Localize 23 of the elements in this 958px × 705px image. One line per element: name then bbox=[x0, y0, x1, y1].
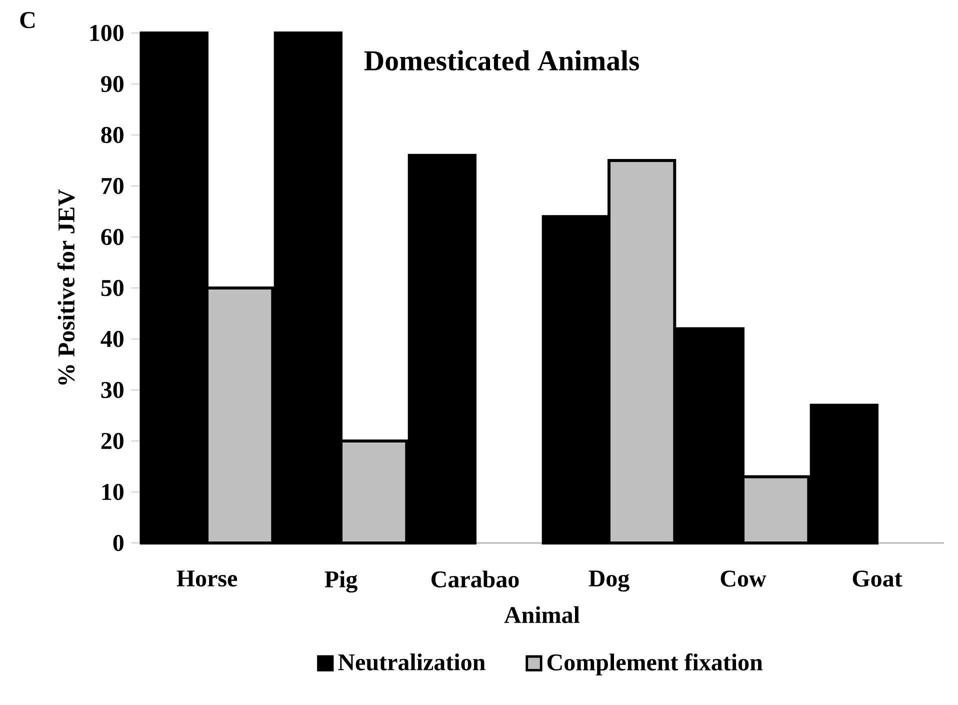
y-tick-label: 80 bbox=[101, 126, 124, 144]
y-tick-label: 20 bbox=[101, 432, 124, 450]
legend-label: Neutralization bbox=[338, 654, 486, 670]
text: C bbox=[20, 12, 35, 28]
x-tick-label: Carabao bbox=[432, 570, 519, 588]
x-tick-label: Dog bbox=[588, 570, 630, 592]
y-axis-title: % Positive for JEV bbox=[57, 189, 75, 385]
legend-label: Complement fixation bbox=[547, 653, 763, 676]
y-tick-label: 90 bbox=[101, 76, 124, 92]
y-tick-label: 0 bbox=[113, 534, 124, 552]
chart-title: Domesticated Animals bbox=[364, 50, 640, 71]
x-tick-label: Horse bbox=[176, 570, 238, 587]
x-axis-title: Animal bbox=[504, 606, 580, 624]
y-tick-label: 70 bbox=[102, 178, 124, 194]
y-tick-label: 100 bbox=[90, 24, 124, 42]
y-tick-label: 40 bbox=[100, 330, 124, 348]
y-tick-label: 10 bbox=[102, 484, 124, 500]
y-tick-label: 30 bbox=[101, 382, 124, 398]
y-tick-label: 50 bbox=[101, 280, 124, 296]
x-tick-label: Cow bbox=[720, 570, 766, 587]
y-tick-label: 60 bbox=[101, 228, 124, 246]
x-tick-label: Goat bbox=[852, 570, 902, 587]
x-tick-label: Pig bbox=[324, 570, 358, 593]
